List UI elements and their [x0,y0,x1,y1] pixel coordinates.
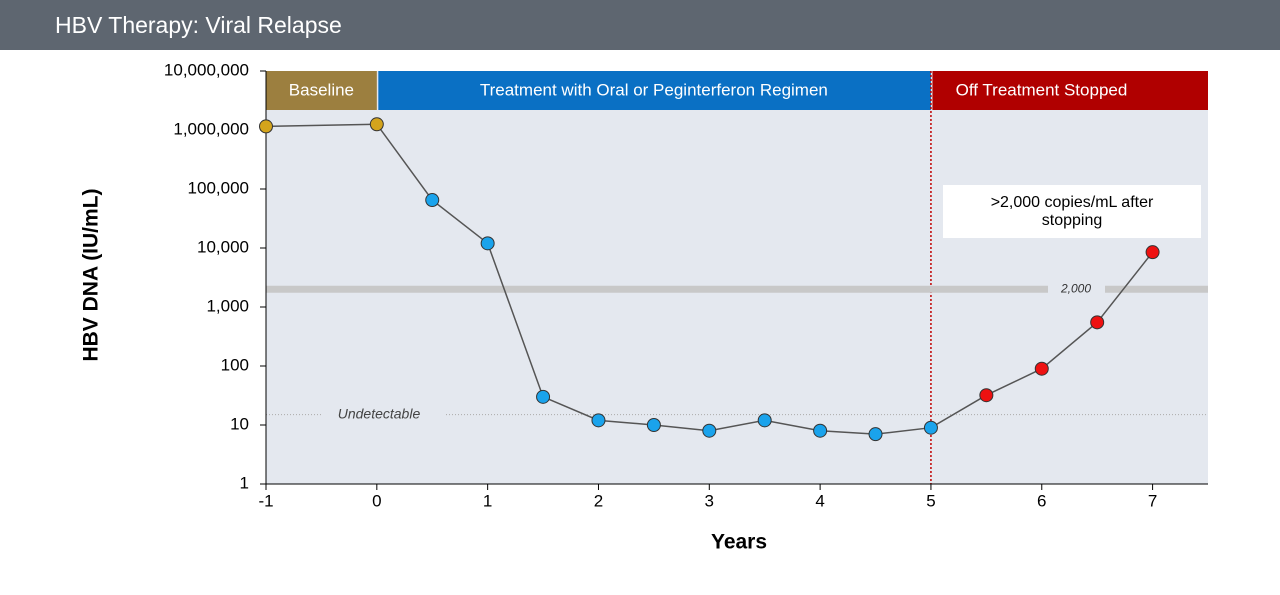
data-point [646,418,661,432]
y-tick-label: 10 [230,414,249,433]
x-tick-label: -1 [258,491,273,510]
x-tick-label: 7 [1148,491,1157,510]
reference-label: 2,000 [1060,281,1091,295]
data-point [1090,315,1105,330]
data-point [369,117,384,132]
reference-label-bg [1048,280,1105,299]
x-tick-label: 4 [815,491,824,510]
y-tick-label: 100 [221,355,249,374]
data-point [1145,245,1160,260]
phase-band [932,71,1208,110]
y-tick-label: 1,000,000 [173,119,249,138]
x-tick-label: 3 [705,491,714,510]
annotation: >2,000 copies/mL after stopping [943,185,1201,238]
data-point [868,427,883,442]
phase-band [266,71,377,110]
data-point [813,423,828,438]
data-point [259,119,273,134]
x-tick-label: 5 [926,491,935,510]
x-tick-label: 2 [594,491,603,510]
data-line [265,123,1154,435]
header-title: HBV Therapy: Viral Relapse [0,0,1280,50]
y-tick-label: 1 [240,473,249,492]
y-tick-label: 1,000 [206,296,249,315]
data-point [425,193,440,208]
data-point [536,389,551,404]
data-point [757,413,772,428]
phase-label: Off Treatment Stopped [956,80,1128,99]
y-tick-label: 10,000 [197,237,249,256]
y-tick-label: 100,000 [188,178,249,197]
data-point [923,420,938,435]
data-point [591,413,606,428]
y-tick-label: 10,000,000 [164,60,249,79]
phase-band [378,71,931,110]
reference-label: Undetectable [338,405,421,421]
data-point [1034,361,1049,376]
x-tick-label: 0 [372,491,381,510]
x-tick-label: 6 [1037,491,1046,510]
x-axis-label: Years [711,531,767,554]
data-point [480,236,495,251]
reference-label-bg [322,404,444,425]
phase-label: Treatment with Oral or Peginterferon Reg… [480,80,828,99]
data-point [702,423,717,438]
phase-label: Baseline [289,80,354,99]
y-axis-label: HBV DNA (IU/mL) [80,188,103,361]
x-tick-label: 1 [483,491,492,510]
data-point [979,388,994,403]
